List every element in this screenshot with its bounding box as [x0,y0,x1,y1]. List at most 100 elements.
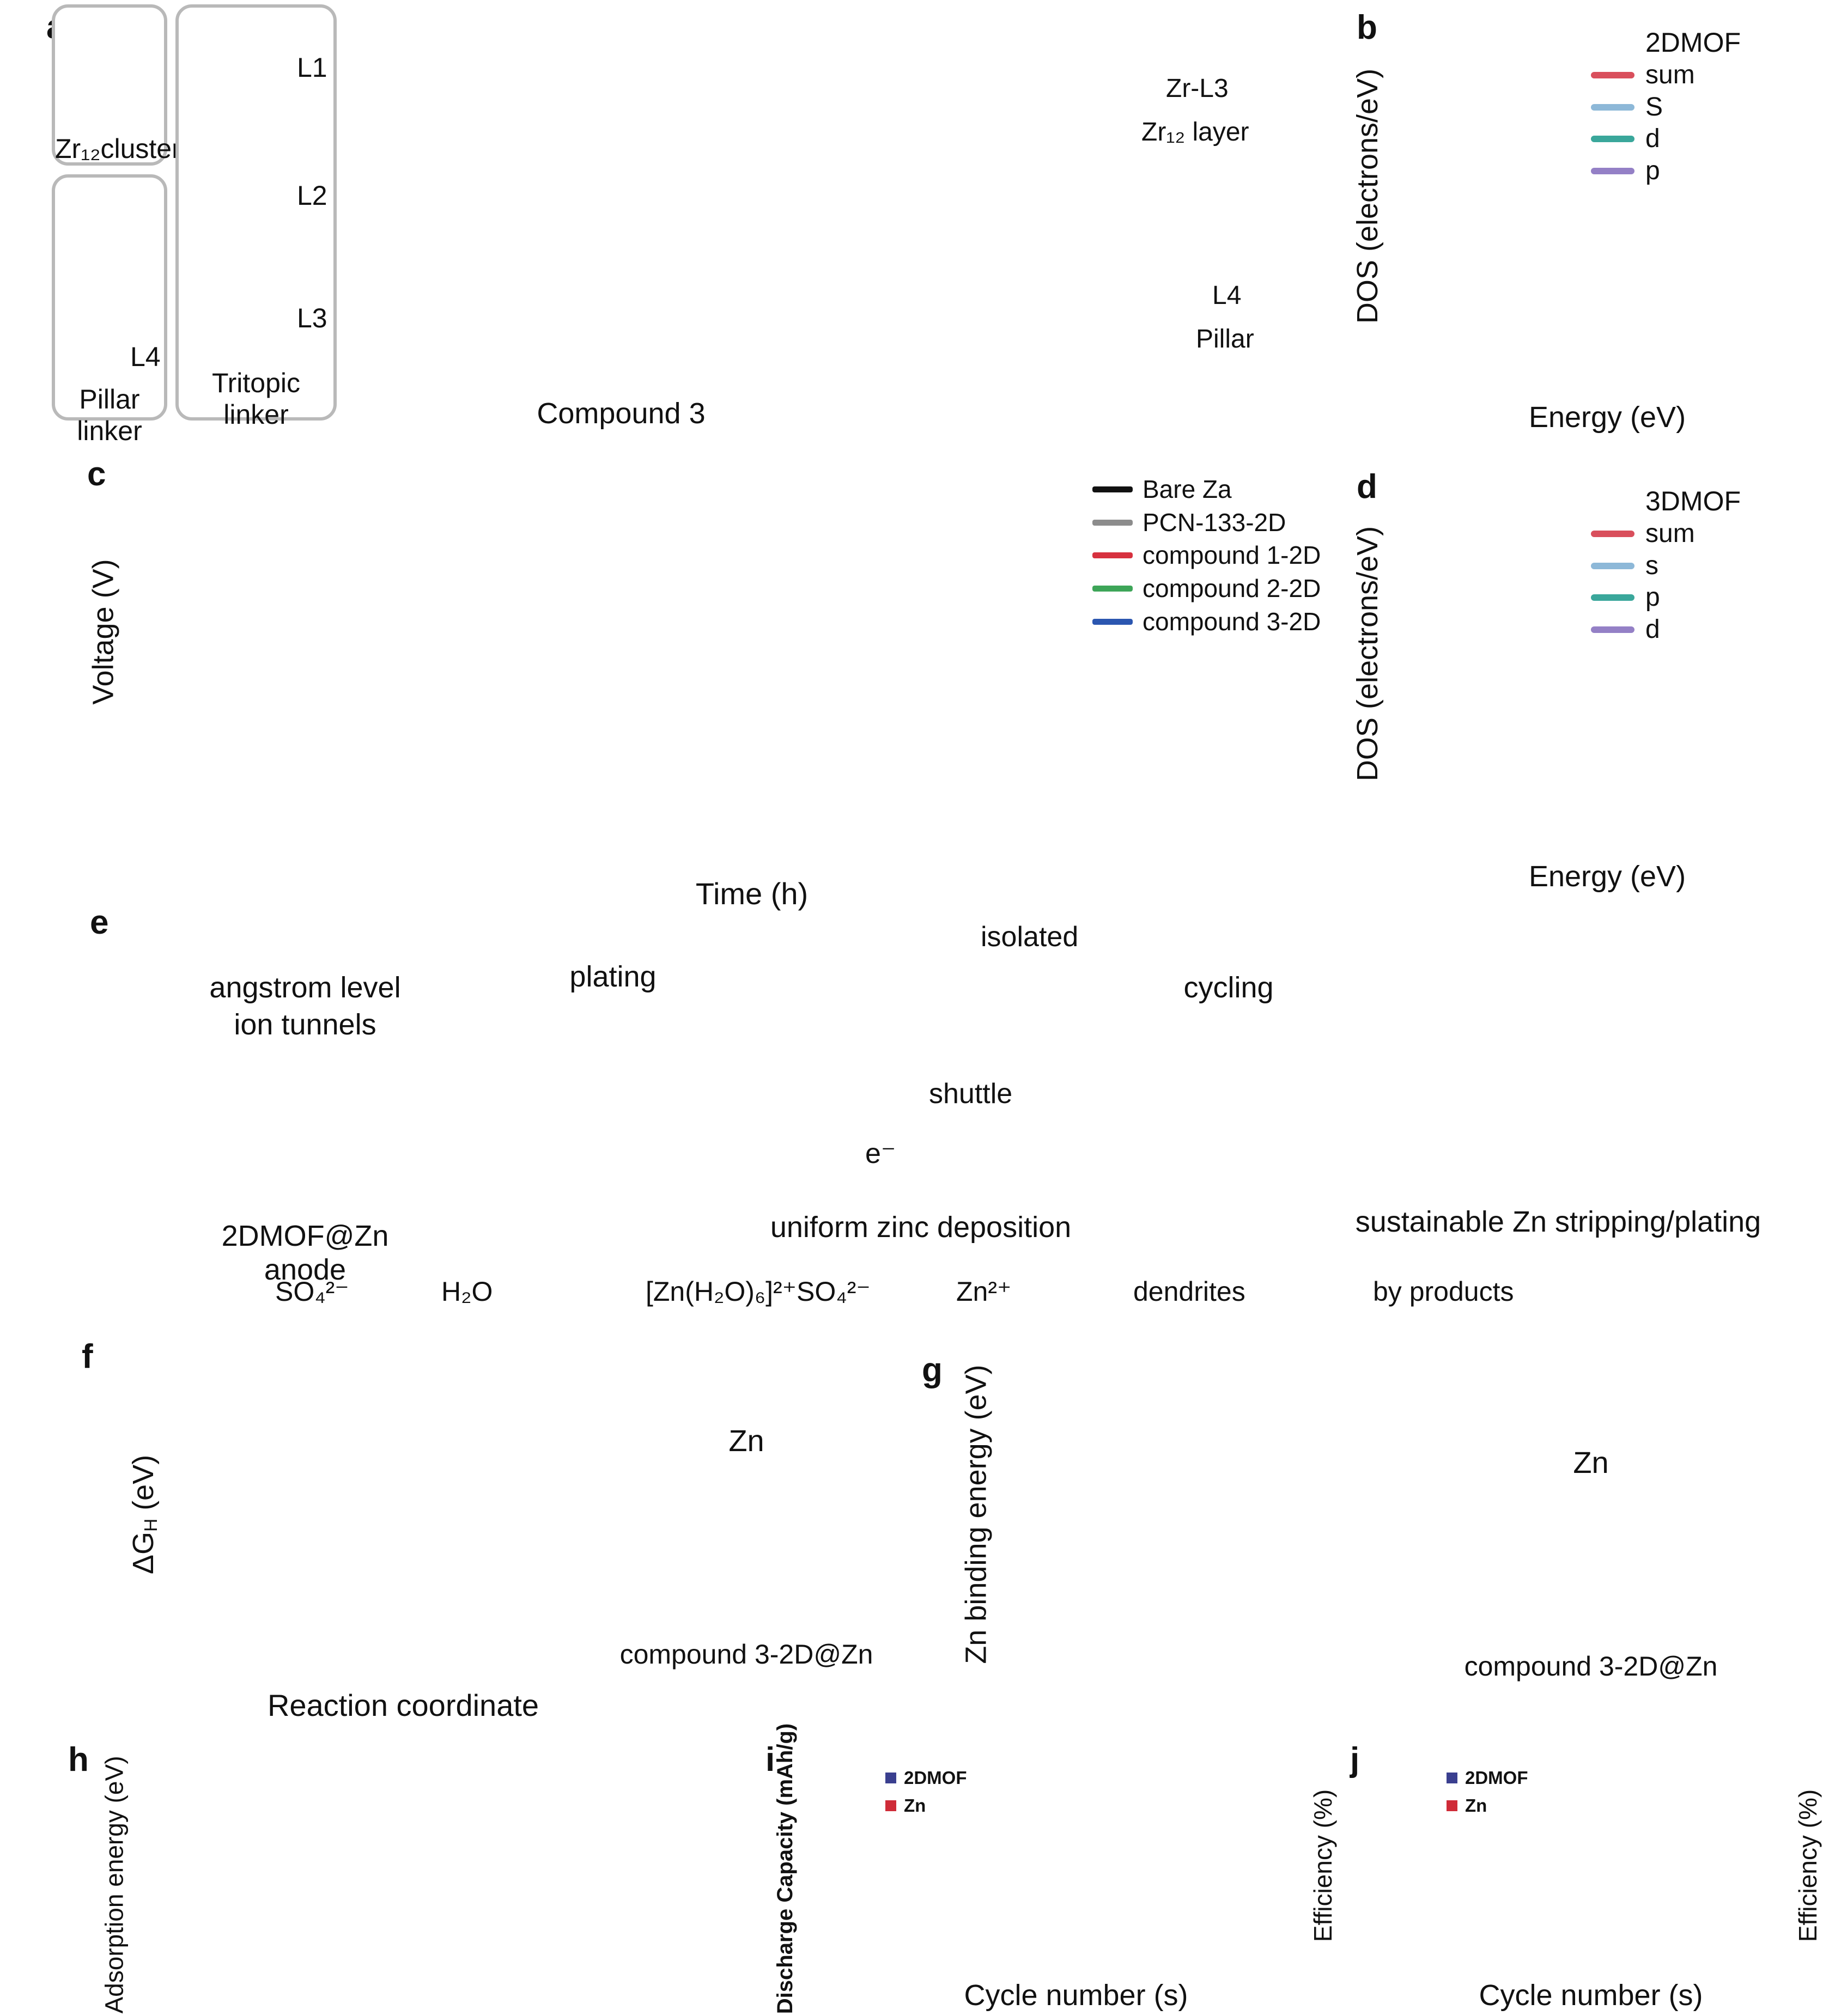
legend-label-d3d: d [1645,614,1660,644]
legend-line-p3d [1591,594,1634,601]
l4-label: L4 [1212,281,1242,310]
legend-label-sum: sum [1645,60,1695,89]
voltage-inset-chart [888,643,1286,823]
mof-structure-caption-f: compound 3-2D@Zn [619,1639,873,1670]
dos-3dmof-title: 3DMOF [1645,486,1741,516]
panel-b-ylabel: DOS (electrons/eV) [1351,68,1384,324]
panel-g-ylabel: Zn binding energy (eV) [960,1365,993,1664]
tritopic-linker-caption: Tritopic linker [211,368,301,430]
cycling-legend-i: 2DMOF Zn [885,1764,967,1819]
stripping-caption: sustainable Zn stripping/plating [1355,1205,1761,1238]
legend-line-s3d [1591,562,1634,569]
zn-slab-structure-g [1427,1367,1754,1444]
sulfate-icon [211,1265,260,1319]
legend-sq-2dmof-i [885,1772,896,1783]
panel-d-letter: d [1357,468,1377,505]
cycling-chart-j [1373,1746,1820,1996]
dos-2dmof-title: 2DMOF [1645,27,1741,58]
panel-d-ylabel: DOS (electrons/eV) [1351,526,1384,782]
legend-line-compound2 [1092,586,1133,592]
legend-label-compound1: compound 1-2D [1143,541,1321,570]
legend-line-sum [1591,72,1634,79]
zinc-ion-label: Zn²⁺ [956,1276,1012,1307]
legend-line-compound3 [1092,618,1133,625]
legend-label-pcn133: PCN-133-2D [1143,508,1286,537]
water-icon [384,1270,422,1314]
zn-binding-energy-chart [1013,1345,1406,1705]
zr12-cluster-caption: Zr₁₂cluster [55,133,181,164]
zinc-ion-icon [915,1280,940,1305]
panel-i-xlabel: Cycle number (s) [964,1979,1188,2012]
linker-l3-label: L3 [297,303,327,333]
zr12-cluster-box: Zr₁₂cluster [52,4,181,166]
pillar-linker-l4-label: L4 [130,342,161,372]
pillar-label: Pillar [1196,325,1254,354]
legend-line-sum3d [1591,531,1634,538]
zn-structure-label-f: Zn [728,1423,764,1458]
panel-j-letter: j [1350,1741,1360,1779]
anode-slab-1 [109,915,545,1220]
axes-glyph-right [921,332,1002,419]
panel-c-xlabel: Time (h) [695,876,809,911]
legend-label-bare-za: Bare Za [1143,475,1232,503]
legend-label-2dmof-i: 2DMOF [904,1768,967,1788]
panel-c-ylabel: Voltage (V) [87,559,120,705]
anode-slab-3 [1318,904,1787,1209]
water-label: H₂O [441,1276,493,1307]
cycling-label: cycling [1183,971,1274,1004]
legend-line-S [1591,103,1634,111]
panel-h-letter: h [68,1741,89,1779]
dos-2dmof-legend: 2DMOF sum S d p [1591,26,1741,187]
sulfate-label: SO₄²⁻ [275,1276,349,1307]
gibbs-energy-chart [207,1345,588,1683]
panel-b-letter: b [1357,9,1377,46]
zinc-hydrate-label: [Zn(H₂O)₆]²⁺SO₄²⁻ [646,1276,871,1307]
legend-label-sum3d: sum [1645,519,1695,548]
panel-b-xlabel: Energy (eV) [1528,401,1686,434]
electron-label: e⁻ [865,1138,896,1170]
compound3-caption: Compound 3 [537,397,706,430]
mof-on-zn-structure-f [588,1460,904,1634]
zn-slab-structure-f [588,1356,904,1422]
legend-line-pcn133 [1092,519,1133,526]
legend-line-compound1 [1092,552,1133,559]
plating-label: plating [569,960,657,993]
panel-h-ylabel: Adsorption energy (eV) [100,1756,129,2014]
isolated-label: isolated [981,921,1079,953]
legend-label-zn-j: Zn [1465,1795,1487,1816]
anode-caption: 2DMOF@Zn anode [221,1220,389,1286]
panel-g-letter: g [922,1351,943,1389]
pillar-linker-box: L4 Pillar linker [52,174,167,446]
legend-line-d [1591,136,1634,143]
legend-sq-zn-j [1447,1800,1457,1811]
plating-arrow [550,1002,676,1040]
zr12-layer-label: Zr₁₂ layer [1141,118,1249,147]
legend-line-p [1591,167,1634,174]
panel-j-ylabel-right: Efficiency (%) [1794,1789,1822,1942]
zinc-hydrate-icon [537,1259,629,1330]
legend-label-p: p [1645,156,1660,185]
panel-f-letter: f [82,1338,93,1375]
deposition-caption: uniform zinc deposition [770,1211,1072,1244]
dos-3dmof-legend: 3DMOF sum s p d [1591,485,1741,645]
zr-l3-label: Zr-L3 [1166,74,1229,103]
panel-j-xlabel: Cycle number (s) [1479,1979,1703,2012]
dendrites-label: dendrites [1133,1276,1245,1307]
dendrites-icon [1087,1263,1120,1323]
legend-line-bare-za [1092,486,1133,492]
legend-label-s3d: s [1645,551,1658,580]
ion-tunnels-label: angstrom level ion tunnels [209,971,401,1041]
legend-label-p3d: p [1645,583,1660,612]
legend-line-d3d [1591,626,1634,633]
zn-structure-label-g: Zn [1573,1445,1609,1479]
legend-label-compound2: compound 2-2D [1143,574,1321,603]
axes-glyph-left [398,294,479,398]
panel-i-ylabel-right: Efficiency (%) [1309,1789,1337,1942]
legend-label-d: d [1645,124,1660,154]
zr12-cluster-structure [55,8,164,133]
legend-label-zn-i: Zn [904,1795,926,1816]
legend-label-2dmof-j: 2DMOF [1465,1768,1528,1788]
linker-l1-label: L1 [297,52,327,83]
legend-sq-2dmof-j [1447,1772,1457,1783]
byproducts-icon [1308,1268,1357,1320]
